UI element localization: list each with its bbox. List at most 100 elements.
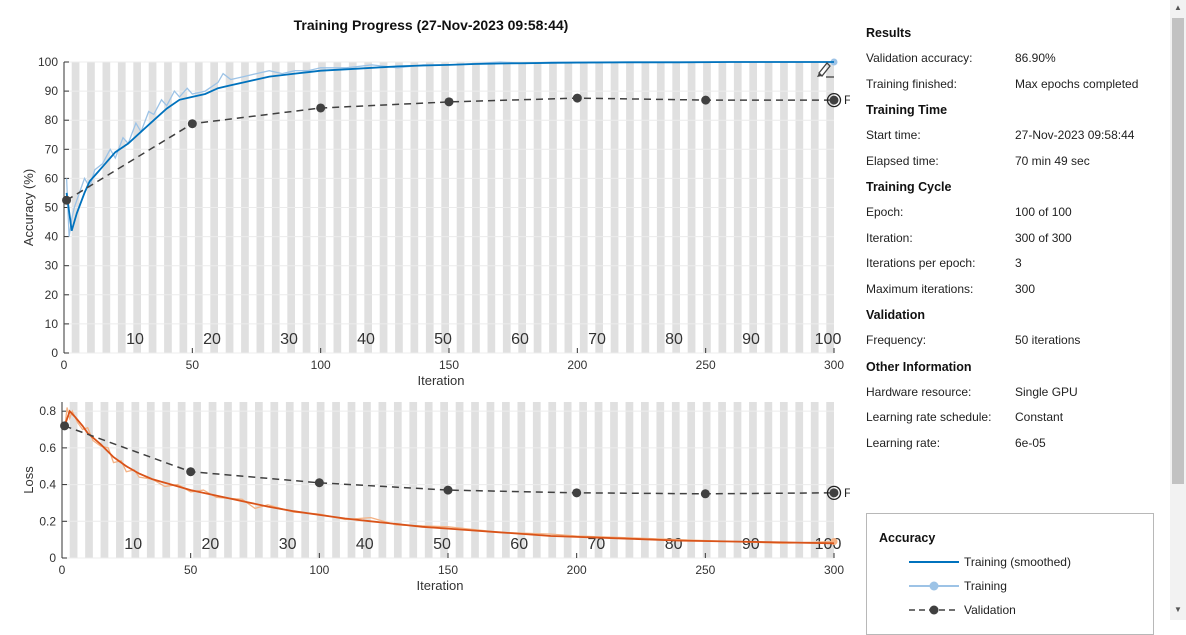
info-row: Elapsed time: 70 min 49 sec [866, 149, 1166, 175]
epoch-label: 20 [203, 331, 221, 348]
epoch-band [146, 402, 155, 558]
info-value: 300 of 300 [1015, 230, 1072, 245]
x-axis-label: Iteration [417, 578, 464, 593]
epoch-band [301, 402, 310, 558]
vertical-scrollbar[interactable]: ▲ ▼ [1170, 0, 1186, 620]
x-tick-label: 150 [438, 563, 458, 577]
info-row: Validation accuracy: 86.90% [866, 46, 1166, 72]
epoch-band [224, 402, 232, 558]
info-key: Elapsed time: [866, 153, 939, 168]
validation-point [314, 478, 324, 488]
y-tick-label: 0.2 [39, 514, 56, 528]
epoch-band [239, 402, 248, 558]
y-tick-label: 0 [49, 551, 56, 565]
y-tick-label: 20 [45, 288, 59, 302]
epoch-band [594, 402, 603, 558]
epoch-band [471, 402, 479, 558]
y-tick-label: 50 [45, 201, 59, 215]
info-value: 3 [1015, 256, 1022, 270]
epoch-band [749, 402, 757, 558]
final-label: Final [844, 486, 850, 500]
epoch-band [455, 402, 464, 558]
plots-panel: 0 10 20 30 40 50 60 70 80 90 100 0 50 100 150 200 250 300… [21, 17, 850, 593]
epoch-label: 50 [433, 536, 451, 553]
y-tick-label: 100 [38, 55, 58, 69]
y-tick-label: 90 [45, 84, 59, 98]
info-key: Epoch: [866, 205, 904, 219]
x-tick-label: 300 [824, 358, 844, 372]
epoch-band [517, 402, 526, 558]
epoch-label: 10 [124, 536, 142, 553]
triangle-down-icon[interactable]: ▼ [1174, 605, 1182, 614]
validation-point [60, 421, 70, 431]
epoch-band [424, 402, 433, 558]
info-key: Validation accuracy: [866, 51, 973, 65]
info-row: Frequency: 50 iterations [866, 328, 1166, 354]
validation-point [572, 488, 582, 498]
epoch-band [610, 402, 618, 558]
epoch-band [532, 402, 541, 558]
epoch-band [208, 402, 217, 558]
epoch-label: 100 [815, 536, 842, 553]
x-tick-label: 100 [309, 563, 329, 577]
y-tick-label: 80 [45, 113, 59, 127]
info-key: Hardware resource: [866, 384, 972, 399]
epoch-band [85, 402, 93, 558]
epoch-label: 20 [202, 536, 220, 553]
epoch-label: 70 [588, 536, 606, 553]
info-row: Epoch: 100 of 100 [866, 200, 1166, 226]
info-key: Training finished: [866, 76, 957, 91]
epoch-band [486, 402, 495, 558]
epoch-label: 40 [357, 331, 375, 348]
epoch-band [255, 402, 263, 558]
epoch-band [718, 402, 726, 558]
epoch-band [671, 402, 680, 558]
epoch-band [131, 402, 140, 558]
info-value: 100 of 100 [1015, 205, 1072, 219]
section-title: Validation [866, 308, 926, 322]
epoch-band [579, 402, 587, 558]
scrollbar-thumb[interactable] [1172, 18, 1184, 484]
validation-point [829, 95, 839, 105]
y-tick-label: 0 [51, 346, 58, 360]
section-title: Training Cycle [866, 180, 952, 194]
epoch-band [100, 402, 109, 558]
triangle-up-icon[interactable]: ▲ [1174, 3, 1182, 12]
validation-point [700, 489, 710, 499]
info-key: Maximum iterations: [866, 281, 974, 296]
epoch-band [193, 402, 201, 558]
y-tick-label: 70 [45, 142, 59, 156]
info-row: Learning rate schedule: Constant [866, 405, 1166, 431]
series-line-training [65, 61, 834, 237]
section-title: Results [866, 26, 912, 40]
info-value: 300 [1015, 281, 1036, 296]
legend-label: Training [964, 579, 1007, 593]
epoch-band [656, 402, 665, 558]
series-line-training-smoothed [65, 61, 834, 232]
validation-point [186, 467, 196, 477]
x-tick-label: 250 [696, 358, 716, 372]
epoch-band [393, 402, 402, 558]
x-tick-label: 150 [439, 358, 459, 372]
legend-item-training: Training [909, 578, 1149, 596]
epoch-band [347, 402, 356, 558]
validation-point [829, 488, 839, 498]
epoch-band [363, 402, 371, 558]
brush-icon[interactable] [814, 58, 836, 80]
y-axis-label: Loss [21, 466, 36, 494]
epoch-label: 60 [511, 331, 529, 348]
epoch-label: 80 [665, 331, 683, 348]
info-row: Start time: 27-Nov-2023 09:58:44 [866, 123, 1166, 149]
final-marker [826, 485, 842, 500]
epoch-band [641, 402, 649, 558]
legend-label: Training (smoothed) [964, 555, 1071, 569]
info-value: Constant [1015, 410, 1064, 424]
epoch-label: 60 [510, 536, 528, 553]
info-row: Training finished: Max epochs completed [866, 72, 1166, 98]
epoch-band [779, 402, 788, 558]
info-value: Max epochs completed [1015, 76, 1139, 91]
accuracy-plot: 0 10 20 30 40 50 60 70 80 90 100 0 50 100 150 200 250 300… [21, 17, 850, 388]
epoch-band [69, 402, 78, 558]
info-key: Start time: [866, 128, 921, 142]
epoch-label: 10 [126, 331, 144, 348]
